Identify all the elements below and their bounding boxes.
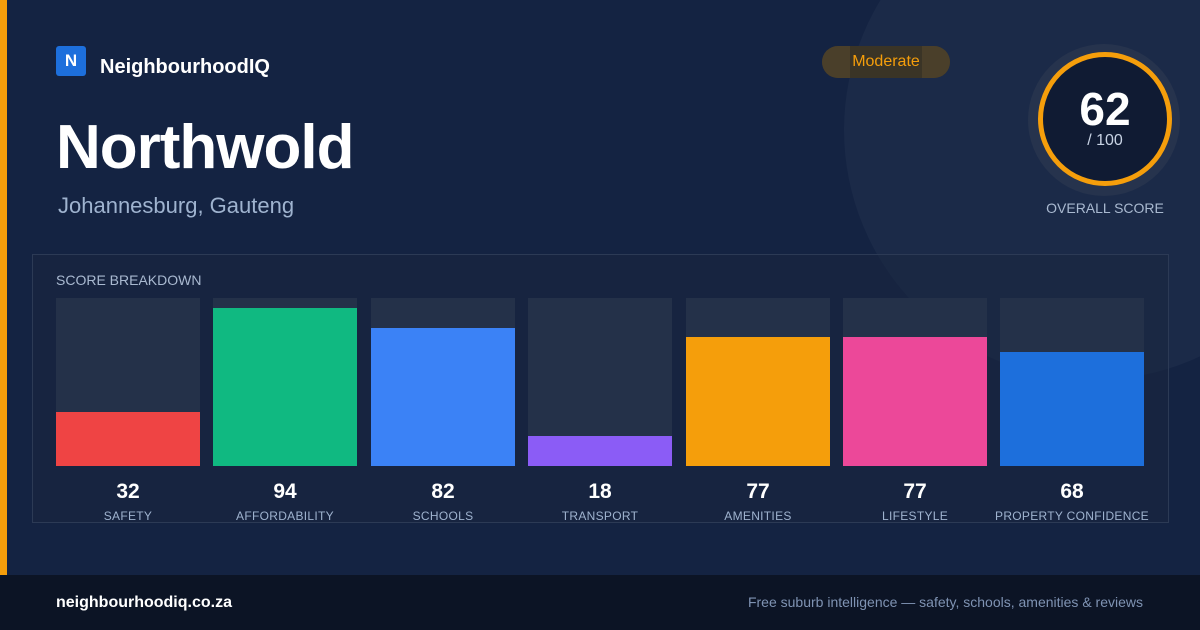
score-bar-value: 82 (431, 480, 455, 503)
rating-badge: Moderate (822, 46, 950, 78)
score-bar-track (371, 298, 515, 466)
footer-url: neighbourhoodiq.co.za (56, 594, 232, 611)
score-bar-track (213, 298, 357, 466)
footer-tagline: Free suburb intelligence — safety, schoo… (747, 594, 1143, 610)
score-breakdown-title: SCORE BREAKDOWN (56, 272, 202, 288)
score-bar-value: 77 (746, 480, 770, 503)
score-bar-label: SCHOOLS (412, 509, 474, 523)
score-bar-label: PROPERTY CONFIDENCE (995, 509, 1149, 523)
footer-bar (0, 575, 1200, 630)
score-bar-value: 77 (903, 480, 927, 503)
logo-letter: N (64, 51, 78, 70)
score-bar-value: 68 (1060, 480, 1084, 503)
score-bar-value: 94 (273, 480, 297, 503)
score-bar-fill (1000, 352, 1144, 466)
score-bar-fill (371, 328, 515, 466)
score-bar-label: LIFESTYLE (881, 509, 949, 523)
score-bar-fill (843, 337, 987, 466)
score-bar-value: 32 (116, 480, 140, 503)
score-bar-fill (56, 412, 200, 466)
logo-icon: N (56, 46, 86, 76)
score-bar-fill (213, 308, 357, 466)
share-card: N NeighbourhoodIQ Northwold Johannesburg… (0, 0, 1180, 575)
rating-badge-label: Moderate (852, 53, 920, 70)
overall-score-label: OVERALL SCORE (1046, 200, 1164, 216)
score-bar-track (686, 298, 830, 466)
overall-score-ring (1038, 52, 1172, 186)
score-bar-label: AMENITIES (724, 509, 792, 523)
score-bar-label: SAFETY (103, 509, 153, 523)
suburb-title: Northwold (56, 113, 354, 182)
score-bar-fill (528, 436, 672, 466)
score-bar-fill (686, 337, 830, 466)
suburb-location: Johannesburg, Gauteng (58, 193, 295, 218)
score-bar-track (56, 298, 200, 466)
score-bar-label: TRANSPORT (561, 509, 639, 523)
score-bar-track (843, 298, 987, 466)
score-bar-track (528, 298, 672, 466)
overall-score-denominator: / 100 (1087, 132, 1123, 149)
overall-score-value: 62 (1079, 83, 1131, 135)
score-bar-value: 18 (588, 480, 612, 503)
brand-name: NeighbourhoodIQ (100, 56, 270, 78)
accent-stripe (0, 0, 7, 575)
score-bar-label: AFFORDABILITY (236, 509, 334, 523)
score-bar-track (1000, 298, 1144, 466)
